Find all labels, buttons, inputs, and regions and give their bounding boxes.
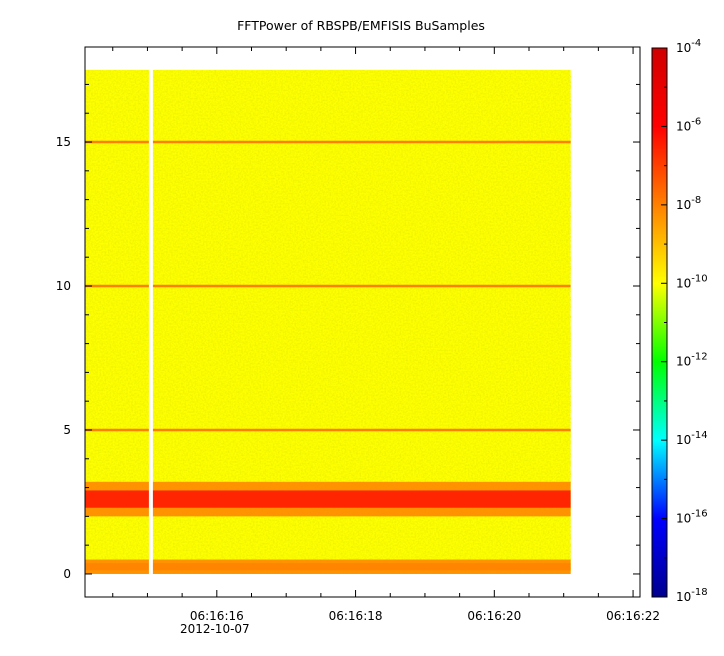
colorbar-tick-exponent: -16 <box>691 509 707 520</box>
colorbar-tick-exponent: -6 <box>691 116 701 127</box>
plot-area <box>85 70 571 574</box>
y-tick-label: 10 <box>56 279 71 293</box>
data-gap <box>148 70 153 574</box>
colorbar-tick-label: 10-8 <box>676 195 701 212</box>
x-tick-label: 06:16:16 <box>190 609 244 623</box>
y-tick-label: 15 <box>56 135 71 149</box>
x-tick-label: 06:16:20 <box>467 609 521 623</box>
colorbar-tick-label: 10-18 <box>676 587 708 604</box>
band-core <box>85 490 571 508</box>
colorbar-tick-label: 10-12 <box>676 352 708 369</box>
colorbar-tick-label: 10-4 <box>676 38 701 55</box>
colorbar-tick-exponent: -10 <box>691 273 707 284</box>
colorbar-tick-exponent: -14 <box>691 430 707 441</box>
x-tick-label: 06:16:22 <box>606 609 660 623</box>
colorbar-tick-exponent: -18 <box>691 587 707 598</box>
band-core <box>85 563 571 571</box>
colorbar-tick-exponent: -8 <box>691 195 701 206</box>
plot-frame <box>84 46 641 598</box>
colorbar-tick-label: 10-16 <box>676 509 708 526</box>
colorbar-tick-exponent: -4 <box>691 38 701 49</box>
colorbar-tick-exponent: -12 <box>691 352 707 363</box>
colorbar-tick-label: 10-6 <box>676 116 701 133</box>
colorbar: 10-4 10-6 10-8 10-10 10-12 10-14 10-16 10-18 <box>651 38 708 604</box>
colorbar-tick-label: 10-14 <box>676 430 708 447</box>
x-tick-sublabel: 2012-10-07 <box>180 622 250 636</box>
band-feature-1 <box>85 559 571 574</box>
band-feature-0 <box>85 481 571 517</box>
y-tick-label: 0 <box>63 567 71 581</box>
x-tick-label: 06:16:18 <box>329 609 383 623</box>
chart-title: FFTPower of RBSPB/EMFISIS BuSamples <box>237 18 485 33</box>
y-tick-label: 5 <box>63 423 71 437</box>
colorbar-tick-label: 10-10 <box>676 273 708 290</box>
